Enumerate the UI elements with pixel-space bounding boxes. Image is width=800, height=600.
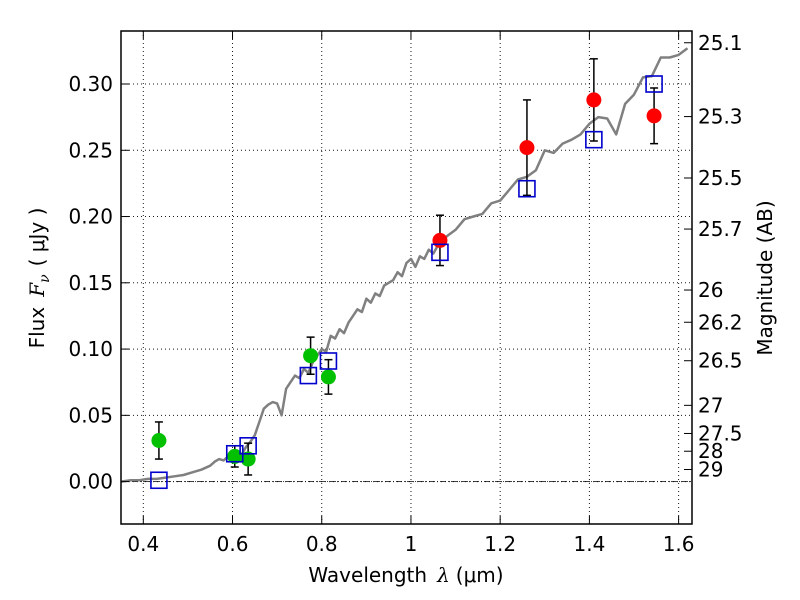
model-photometry-marker xyxy=(645,75,663,93)
right-tick-label: 28 xyxy=(698,439,723,463)
red-photometry-point xyxy=(646,108,662,124)
right-axis-title: Magnitude (AB) xyxy=(753,200,777,355)
model-photometry-marker xyxy=(299,366,318,385)
grid-lines xyxy=(121,31,692,524)
y-tick-label: 0.15 xyxy=(68,271,113,295)
green-photometry-point xyxy=(227,448,243,464)
x-tick-label: 0.8 xyxy=(306,532,338,556)
right-tick-label: 26.2 xyxy=(698,310,743,334)
right-tick-label: 25.1 xyxy=(698,31,743,55)
model-photometry-marker xyxy=(518,179,536,198)
x-tick-label: 1.2 xyxy=(484,532,516,556)
red-photometry-point xyxy=(586,92,602,108)
x-tick-label: 1 xyxy=(405,532,418,556)
model-photometry-marker xyxy=(319,352,338,370)
right-tick-label: 25.7 xyxy=(698,217,743,241)
y-tick-label: 0.25 xyxy=(68,138,113,162)
model-spectrum-line xyxy=(120,47,689,483)
right-tick-label: 25.3 xyxy=(698,105,743,129)
axis-ticks: 0.4 0.6 0.8 1 1.2 1.4 1.6 0.00 0.05 0.10 0.15 0.20 0… xyxy=(68,31,742,556)
x-tick-label: 1.4 xyxy=(573,532,605,556)
x-tick-label: 0.6 xyxy=(217,532,249,556)
y-tick-label: 0.10 xyxy=(68,337,113,361)
right-tick-label: 25.5 xyxy=(698,166,743,190)
red-photometry-point xyxy=(519,140,535,156)
data-points-layer xyxy=(150,58,663,490)
model-photometry-marker xyxy=(150,471,168,490)
right-tick-label: 26 xyxy=(698,278,723,302)
y-tick-label: 0.00 xyxy=(68,470,113,494)
model-spectrum-layer xyxy=(120,47,689,483)
right-tick-label: 26.5 xyxy=(698,349,743,373)
right-tick-label: 29 xyxy=(698,458,723,482)
x-tick-label: 1.6 xyxy=(663,532,695,556)
plot-frame xyxy=(120,30,693,525)
model-photometry-marker xyxy=(585,130,603,149)
x-axis-title: Wavelength λ (μm) xyxy=(308,563,503,587)
right-tick-label: 27.5 xyxy=(698,421,743,445)
y-tick-label: 0.05 xyxy=(68,403,113,427)
model-photometry-marker xyxy=(431,243,449,262)
red-photometry-point xyxy=(432,232,448,248)
y-axis-title: FluxFν( μJy ) xyxy=(25,208,53,349)
y-tick-label: 0.20 xyxy=(68,205,113,229)
right-tick-label: 27 xyxy=(698,393,723,417)
y-tick-label: 0.30 xyxy=(68,72,113,96)
green-photometry-point xyxy=(303,348,319,364)
green-photometry-point xyxy=(151,433,167,449)
green-photometry-point xyxy=(320,369,336,385)
model-photometry-marker xyxy=(239,437,257,455)
green-photometry-point xyxy=(240,451,256,467)
x-tick-label: 0.4 xyxy=(127,532,159,556)
